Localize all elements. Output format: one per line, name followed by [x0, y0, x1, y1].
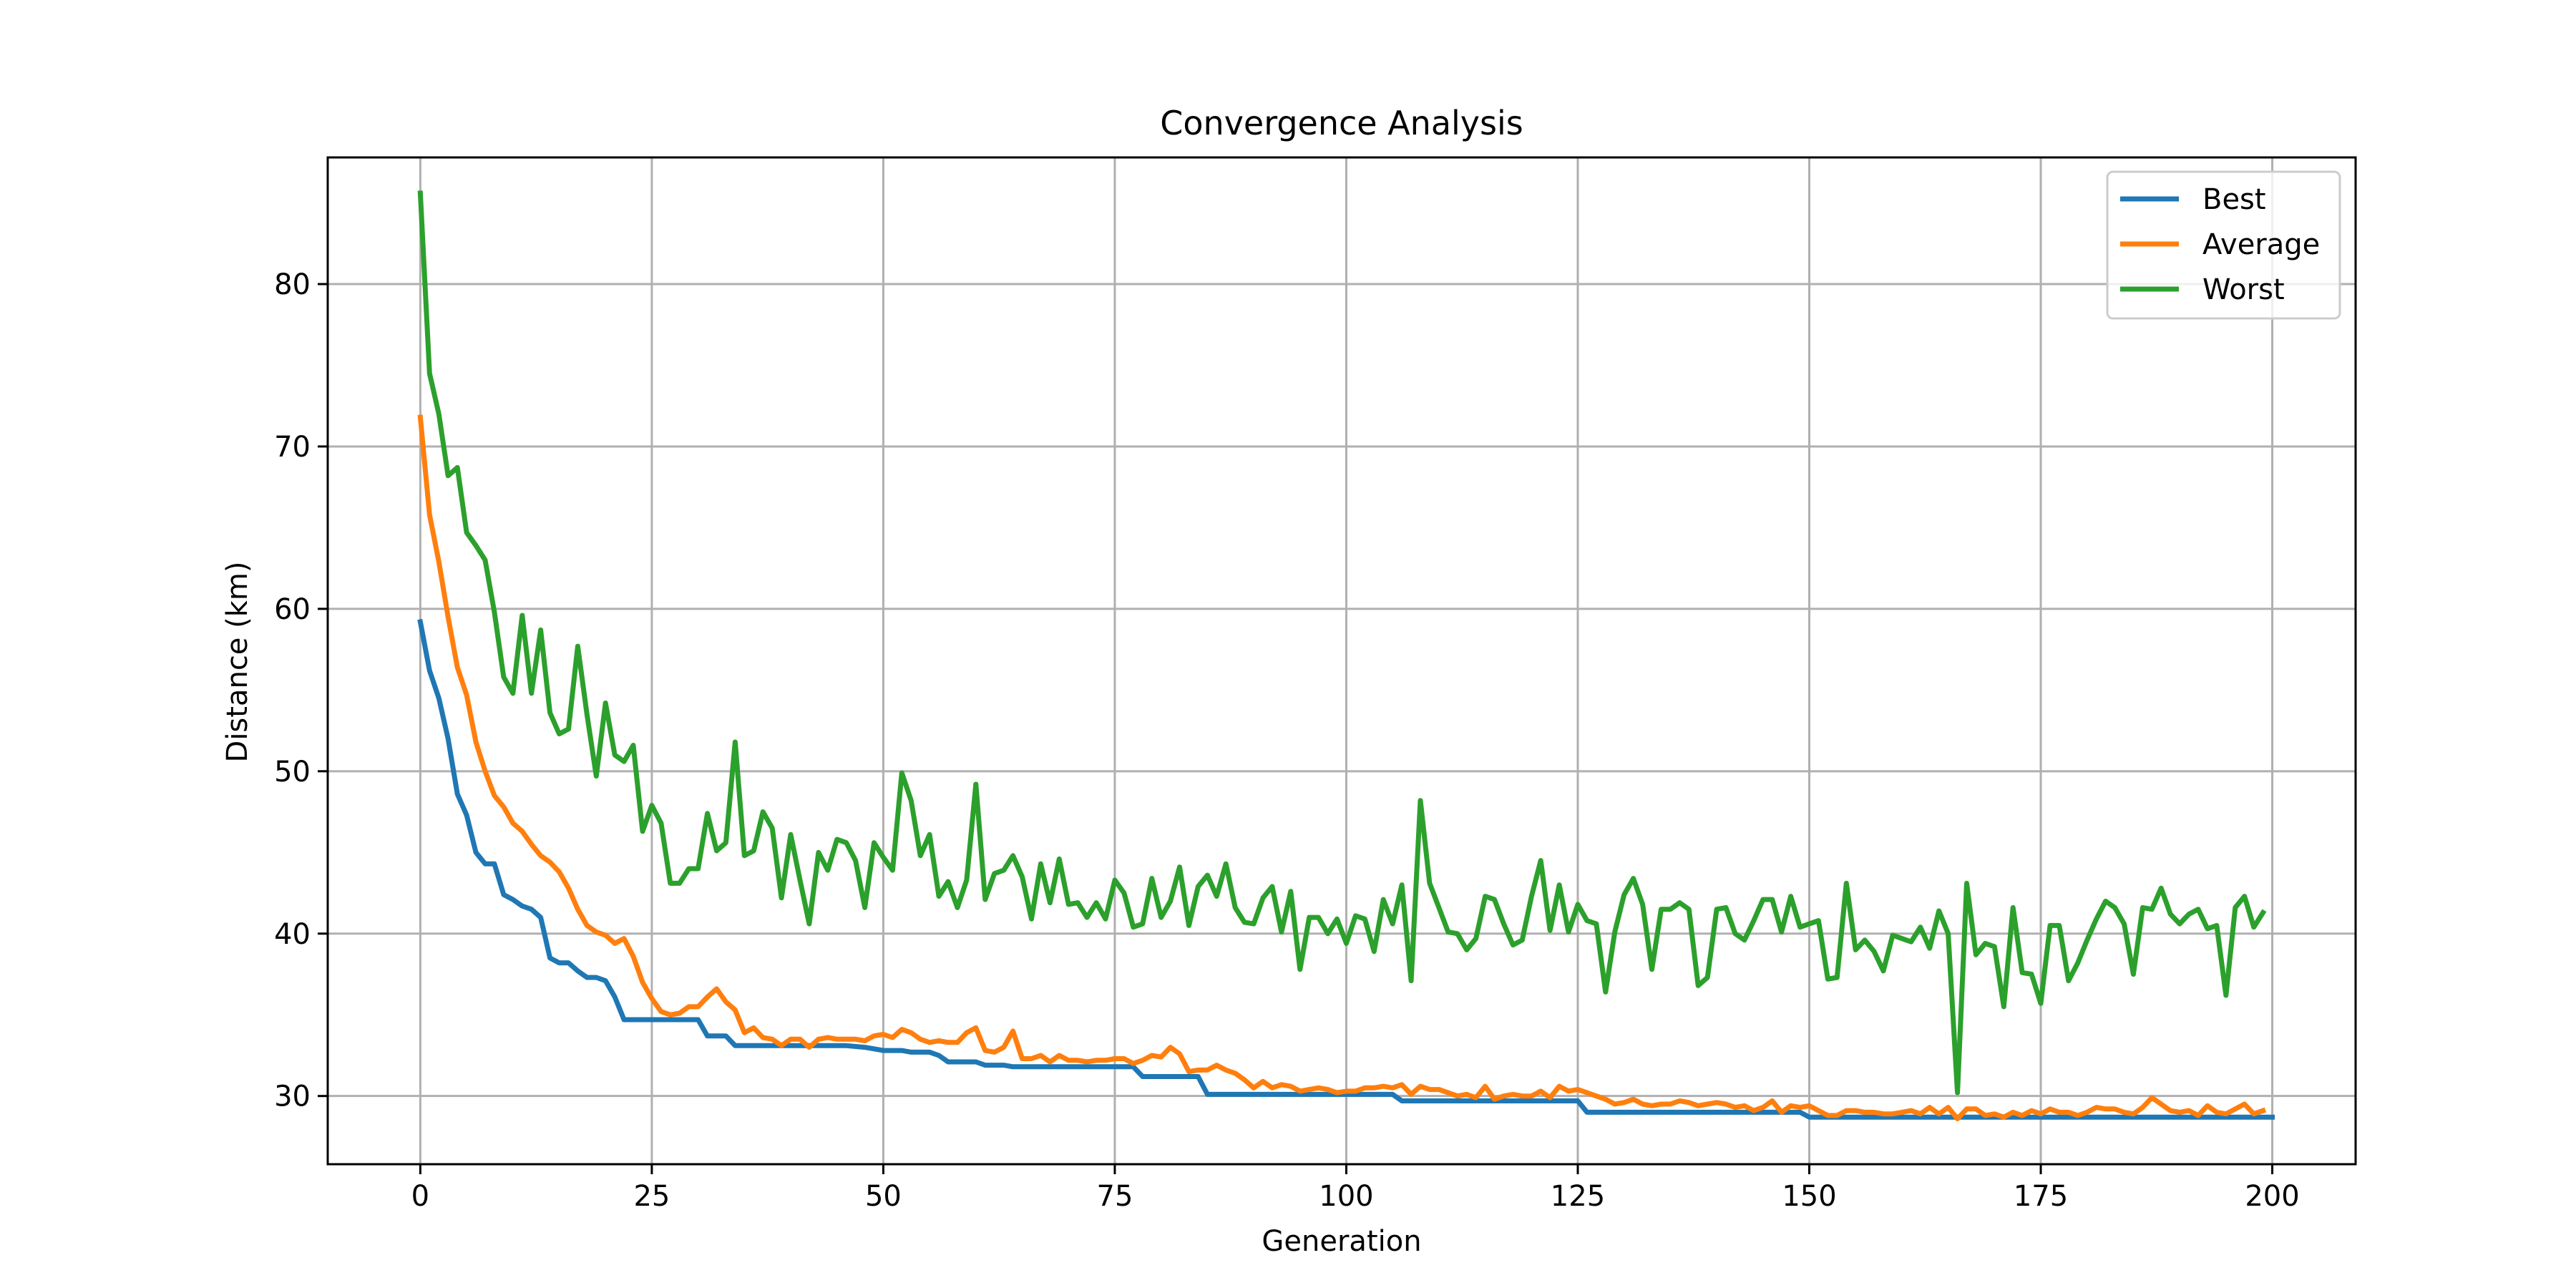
x-tick-label: 75: [1097, 1180, 1133, 1213]
series-line-average: [417, 414, 2267, 1121]
y-axis-ticks: 30 40 50 60 70 80: [274, 268, 328, 1113]
y-tick-label: 60: [274, 593, 311, 626]
x-tick-label: 125: [1551, 1180, 1605, 1213]
plot-frame: [326, 156, 2357, 1166]
y-tick-label: 40: [274, 918, 311, 951]
x-tick-label: 200: [2245, 1180, 2299, 1213]
y-tick-label: 80: [274, 268, 311, 301]
legend-box: [2106, 170, 2341, 320]
chart-title: Convergence Analysis: [1160, 104, 1523, 142]
x-tick-label: 100: [1319, 1180, 1373, 1213]
series-line-best: [417, 618, 2275, 1120]
x-tick-label: 150: [1782, 1180, 1836, 1213]
x-axis-label: Generation: [1262, 1225, 1421, 1258]
legend: Best Average Worst: [2106, 170, 2341, 320]
x-tick-label: 50: [865, 1180, 902, 1213]
x-tick-label: 25: [633, 1180, 670, 1213]
legend-label-worst: Worst: [2202, 273, 2285, 306]
y-tick-label: 30: [274, 1080, 311, 1113]
legend-label-best: Best: [2202, 183, 2266, 216]
series-line-worst: [417, 190, 2267, 1096]
y-tick-label: 70: [274, 431, 311, 464]
x-axis-ticks: 0 25 50 75 100 125 150 175 200: [411, 1164, 2300, 1213]
series-lines: [417, 190, 2275, 1121]
y-tick-label: 50: [274, 756, 311, 789]
legend-label-average: Average: [2202, 228, 2320, 261]
x-tick-label: 175: [2014, 1180, 2068, 1213]
y-axis-label: Distance (km): [221, 562, 254, 763]
x-tick-label: 0: [411, 1180, 429, 1213]
